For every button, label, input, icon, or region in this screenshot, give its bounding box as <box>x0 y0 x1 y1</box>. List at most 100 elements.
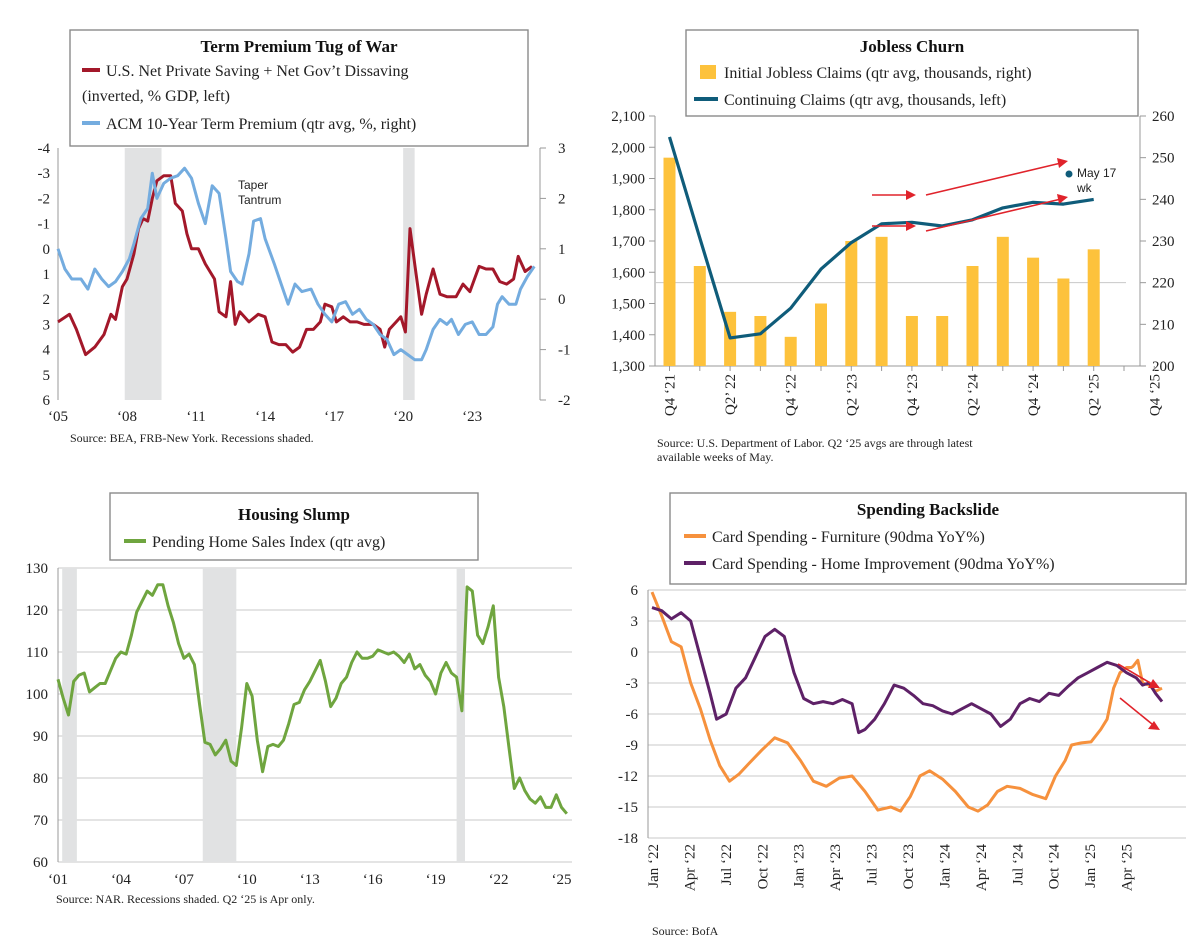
chart-title: Housing Slump <box>238 505 350 524</box>
left-tick-label: 2,100 <box>611 109 645 125</box>
x-tick-label: Jan ‘23 <box>792 844 808 888</box>
right-tick-label: 230 <box>1152 234 1175 250</box>
right-tick-label: 3 <box>558 141 566 157</box>
arrow-2-shaft <box>1119 697 1153 725</box>
right-tick-label: 250 <box>1152 151 1175 167</box>
left-tick-label: 1 <box>43 267 51 283</box>
legend-swatch-continuing-claims <box>694 97 718 101</box>
right-tick-label: 0 <box>558 292 566 308</box>
x-tick-label: Q4 ‘22 <box>784 374 800 416</box>
recession-shading <box>62 568 466 862</box>
left-tick-label: 6 <box>43 393 51 409</box>
x-tick-label: Jan ‘25 <box>1083 844 1099 888</box>
y-axis-ticks: 6 3 0 -3 -6 -9 -12 -15 -18 <box>618 583 639 847</box>
legend-swatch-pending-sales <box>124 539 146 543</box>
x-tick-label: ‘11 <box>186 409 205 425</box>
y-tick-label: 3 <box>631 614 639 630</box>
arrow-4-shaft <box>925 198 1062 232</box>
left-tick-label: 1,600 <box>611 265 645 281</box>
legend-label-term-premium: ACM 10-Year Term Premium (qtr avg, %, ri… <box>106 116 416 133</box>
legend-box <box>669 492 1187 585</box>
left-tick-label: -2 <box>38 191 51 207</box>
x-tick-label: ‘07 <box>174 872 194 888</box>
x-tick-label: ‘22 <box>489 872 509 888</box>
annotation-tantrum: Tantrum <box>238 193 281 207</box>
continuing-claims-line <box>667 136 1094 340</box>
furniture-line <box>650 591 1163 813</box>
legend-label-initial-claims: Initial Jobless Claims (qtr avg, thousan… <box>724 65 1032 82</box>
legend-swatch-home-improvement <box>684 561 706 565</box>
y-tick-label: 70 <box>33 813 48 829</box>
initial-claims-bar <box>875 236 888 366</box>
legend-swatch-saving <box>82 68 100 72</box>
y-tick-label: 110 <box>26 645 48 661</box>
x-tick-label: Oct ‘24 <box>1047 844 1063 890</box>
legend-box <box>685 29 1139 117</box>
x-tick-label: Oct ‘22 <box>755 844 771 889</box>
y-axis-ticks: 130 120 110 100 90 80 70 60 <box>26 561 49 871</box>
x-tick-label: Q4 ‘23 <box>905 374 921 416</box>
initial-claims-bar <box>754 316 767 366</box>
x-tick-label: Jan ‘24 <box>937 844 953 888</box>
source-note: Source: NAR. Recessions shaded. Q2 ‘25 i… <box>56 892 315 906</box>
x-tick-label: ‘05 <box>48 409 68 425</box>
left-tick-label: 1,300 <box>611 359 645 375</box>
x-tick-label: Q2 ‘23 <box>844 374 860 416</box>
y-tick-label: 100 <box>26 687 49 703</box>
x-tick-label: Oct ‘23 <box>901 844 917 889</box>
legend-swatch-furniture <box>684 534 706 538</box>
legend-label-continuing-claims: Continuing Claims (qtr avg, thousands, l… <box>724 92 1006 109</box>
left-tick-label: 5 <box>43 368 51 384</box>
chart-title: Spending Backslide <box>857 500 1000 519</box>
arrow-1-head <box>1148 679 1160 688</box>
initial-claims-bar <box>905 316 918 366</box>
left-tick-label: 0 <box>43 242 51 258</box>
right-tick-label: 1 <box>558 242 566 258</box>
trend-arrows <box>872 158 1068 232</box>
initial-claims-bar <box>936 316 949 366</box>
y-tick-label: 6 <box>631 583 639 599</box>
saving-line <box>57 174 533 357</box>
x-tick-label: ‘23 <box>462 409 482 425</box>
x-tick-label: Apr ‘24 <box>974 844 990 892</box>
initial-claims-bar <box>966 266 979 366</box>
arrow-2-head <box>1057 158 1068 168</box>
initial-claims-bar <box>784 336 797 366</box>
home-improvement-line <box>651 606 1164 735</box>
x-tick-label: ‘13 <box>300 872 320 888</box>
pending-sales-line <box>56 583 568 815</box>
y-tick-label: -9 <box>626 738 639 754</box>
left-tick-label: -1 <box>38 217 51 233</box>
recession-shading <box>124 148 415 400</box>
legend-swatch-initial-claims <box>700 65 716 79</box>
source-note: Source: BEA, FRB-New York. Recessions sh… <box>70 431 314 445</box>
source-note-line-2: available weeks of May. <box>657 450 774 464</box>
gridlines <box>58 567 572 863</box>
initial-claims-bars <box>663 157 1100 366</box>
right-tick-label: 260 <box>1152 109 1175 125</box>
chart-title: Term Premium Tug of War <box>200 37 398 56</box>
y-tick-label: 90 <box>33 729 48 745</box>
initial-claims-bar <box>1057 278 1070 366</box>
initial-claims-bar <box>845 241 858 366</box>
recession-band <box>202 568 237 862</box>
left-tick-label: -3 <box>38 166 51 182</box>
x-tick-label: Q2 ‘24 <box>966 374 982 417</box>
left-tick-label: 1,800 <box>611 203 645 219</box>
source-note: Source: BofA <box>652 924 719 938</box>
left-tick-label: -4 <box>38 141 51 157</box>
jobless-churn-chart: 2,100 2,000 1,900 1,800 1,700 1,600 1,500 1,400… <box>611 29 1175 464</box>
x-tick-label: ‘25 <box>552 872 572 888</box>
y-tick-label: 60 <box>33 855 48 871</box>
y-tick-label: 130 <box>26 561 49 577</box>
legend-label-saving: U.S. Net Private Saving + Net Gov’t Diss… <box>106 63 408 80</box>
left-tick-label: 3 <box>43 317 51 333</box>
x-axis-ticks: Q4 ‘21 Q2’ 22 Q4 ‘22 Q2 ‘23 Q4 ‘23 Q2 ‘24 Q4 ‘… <box>663 366 1163 417</box>
y-tick-label: -3 <box>626 676 639 692</box>
y-tick-label: 120 <box>26 603 49 619</box>
arrow-4-head <box>1057 194 1068 204</box>
x-tick-label: Q2 ‘25 <box>1087 374 1103 416</box>
legend-box <box>69 29 529 147</box>
